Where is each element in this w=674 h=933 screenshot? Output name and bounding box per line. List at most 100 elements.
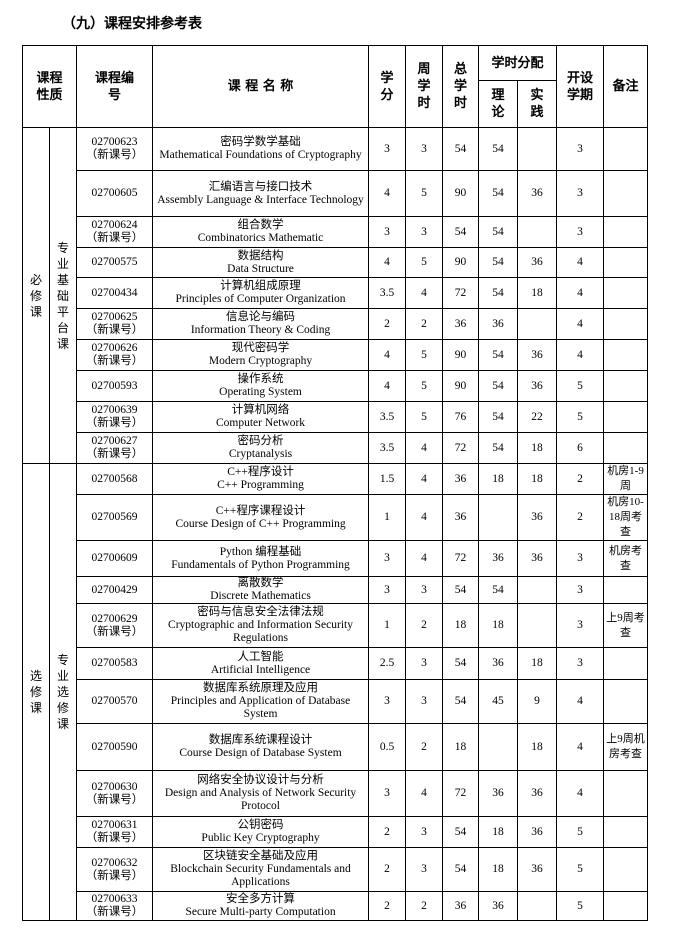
semester-cell: 5 bbox=[556, 816, 605, 848]
semester-cell: 2 bbox=[556, 494, 605, 541]
practice-cell: 22 bbox=[517, 401, 558, 433]
practice-cell: 36 bbox=[517, 339, 558, 371]
semester-cell: 3 bbox=[556, 540, 605, 577]
credit-cell: 1 bbox=[368, 603, 407, 648]
total-cell: 54 bbox=[442, 647, 480, 680]
remark-cell: 机房10-18周考查 bbox=[603, 494, 649, 541]
credit-cell: 2.5 bbox=[368, 647, 407, 680]
name-en: Principles of Computer Organization bbox=[175, 293, 346, 305]
weekly-cell: 2 bbox=[405, 723, 444, 771]
name-cn: 安全多方计算 bbox=[226, 893, 296, 905]
code-cell: 02700633 （新课号） bbox=[76, 891, 154, 921]
code-cell: 02700593 bbox=[76, 370, 154, 402]
name-cn: 操作系统 bbox=[237, 373, 284, 385]
name-en: Discrete Mathematics bbox=[210, 590, 311, 602]
name-cell: 人工智能 Artificial Intelligence bbox=[152, 647, 370, 680]
code-note: （新课号） bbox=[85, 906, 144, 918]
header-cell: 理论 bbox=[478, 80, 519, 128]
weekly-cell: 3 bbox=[405, 816, 444, 848]
table-row: 02700627 （新课号） 密码分析 Cryptanalysis 3.5 4 72 54 18… bbox=[23, 432, 649, 464]
header-cell: 备注 bbox=[603, 45, 649, 128]
code-cell: 02700609 bbox=[76, 540, 154, 577]
practice-cell: 18 bbox=[517, 723, 558, 771]
code-note: （新课号） bbox=[85, 355, 144, 367]
name-cell: 操作系统 Operating System bbox=[152, 370, 370, 402]
theory-cell: 36 bbox=[478, 540, 519, 577]
code-cell: 02700569 bbox=[76, 494, 154, 541]
total-cell: 36 bbox=[442, 494, 480, 541]
name-cell: C++程序设计 C++ Programming bbox=[152, 463, 370, 495]
credit-cell: 2 bbox=[368, 891, 407, 921]
course-type: 必修课 bbox=[22, 127, 50, 464]
code-note: （新课号） bbox=[85, 793, 144, 806]
name-cell: 信息论与编码 Information Theory & Coding bbox=[152, 308, 370, 340]
name-cell: 计算机组成原理 Principles of Computer Organizati… bbox=[152, 277, 370, 309]
practice-cell: 18 bbox=[517, 647, 558, 680]
name-cn: 公钥密码 bbox=[237, 819, 284, 831]
practice-cell: 18 bbox=[517, 463, 558, 495]
weekly-cell: 4 bbox=[405, 770, 444, 817]
course-code: 02700569 bbox=[91, 511, 138, 523]
weekly-cell: 3 bbox=[405, 679, 444, 724]
semester-cell: 2 bbox=[556, 463, 605, 495]
course-code: 02700570 bbox=[91, 695, 138, 707]
total-cell: 72 bbox=[442, 770, 480, 817]
name-cn: 密码学数学基础 bbox=[220, 136, 301, 148]
remark-cell bbox=[603, 401, 649, 433]
name-cn: 信息论与编码 bbox=[226, 311, 296, 323]
code-cell: 02700631 （新课号） bbox=[76, 816, 154, 848]
semester-cell: 4 bbox=[556, 277, 605, 309]
course-code: 02700639 bbox=[91, 404, 138, 416]
theory-cell: 18 bbox=[478, 816, 519, 848]
practice-cell bbox=[517, 127, 558, 171]
semester-cell: 5 bbox=[556, 891, 605, 921]
name-cn: C++程序课程设计 bbox=[215, 504, 306, 517]
theory-cell: 36 bbox=[478, 308, 519, 340]
theory-cell: 54 bbox=[478, 277, 519, 309]
theory-cell: 54 bbox=[478, 339, 519, 371]
table-row: 02700630 （新课号） 网络安全协议设计与分析 Design and Analy… bbox=[23, 770, 649, 817]
semester-cell: 5 bbox=[556, 370, 605, 402]
weekly-cell: 3 bbox=[405, 216, 444, 248]
theory-cell: 45 bbox=[478, 679, 519, 724]
practice-cell: 36 bbox=[517, 540, 558, 577]
remark-cell bbox=[603, 847, 649, 892]
credit-cell: 3.5 bbox=[368, 432, 407, 464]
name-cn: C++程序设计 bbox=[227, 466, 294, 478]
theory-cell: 54 bbox=[478, 401, 519, 433]
code-cell: 02700639 （新课号） bbox=[76, 401, 154, 433]
code-note: （新课号） bbox=[85, 324, 144, 336]
weekly-cell: 4 bbox=[405, 494, 444, 541]
remark-cell bbox=[603, 339, 649, 371]
theory-cell: 54 bbox=[478, 432, 519, 464]
table-row: 02700570 数据库系统原理及应用 Principles and Applica… bbox=[23, 679, 649, 724]
remark-cell bbox=[603, 370, 649, 402]
name-cell: 密码与信息安全法律法规 Cryptographic and Information… bbox=[152, 603, 370, 648]
code-cell: 02700625 （新课号） bbox=[76, 308, 154, 340]
weekly-cell: 5 bbox=[405, 247, 444, 278]
name-cell: 数据库系统课程设计 Course Design of Database Syste… bbox=[152, 723, 370, 771]
name-en: Design and Analysis of Network Security … bbox=[164, 787, 357, 812]
practice-cell: 36 bbox=[517, 770, 558, 817]
total-cell: 54 bbox=[442, 816, 480, 848]
course-code: 02700625 bbox=[91, 311, 138, 323]
credit-cell: 3.5 bbox=[368, 401, 407, 433]
credit-cell: 4 bbox=[368, 247, 407, 278]
remark-cell bbox=[603, 247, 649, 278]
header-cell: 学分 bbox=[368, 45, 407, 128]
theory-cell bbox=[478, 494, 519, 541]
name-cn: 密码与信息安全法律法规 bbox=[197, 606, 324, 618]
code-cell: 02700632 （新课号） bbox=[76, 847, 154, 892]
code-note: （新课号） bbox=[85, 869, 144, 882]
code-cell: 02700429 bbox=[76, 576, 154, 604]
name-cell: 现代密码学 Modern Cryptography bbox=[152, 339, 370, 371]
name-cell: 数据结构 Data Structure bbox=[152, 247, 370, 278]
name-en: Secure Multi-party Computation bbox=[185, 906, 336, 918]
name-cn: 数据结构 bbox=[237, 249, 284, 262]
weekly-cell: 2 bbox=[405, 891, 444, 921]
credit-cell: 2 bbox=[368, 847, 407, 892]
theory-cell: 54 bbox=[478, 216, 519, 248]
total-cell: 36 bbox=[442, 308, 480, 340]
total-cell: 54 bbox=[442, 576, 480, 604]
name-en: Operating System bbox=[219, 386, 302, 398]
